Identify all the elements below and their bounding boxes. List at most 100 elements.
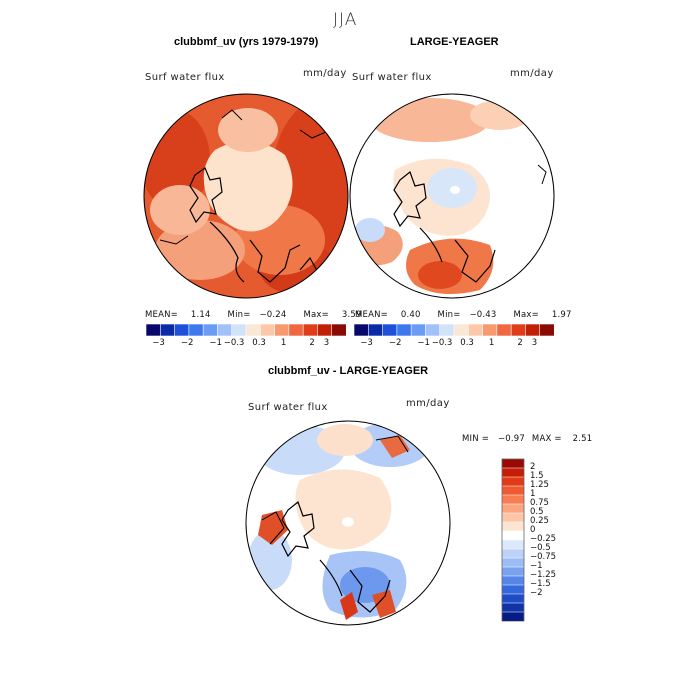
panel2-max: 1.97 xyxy=(551,310,572,320)
panel1-colorbar-swatch xyxy=(159,323,176,337)
panel3-colorbar-label: 1 xyxy=(530,489,536,499)
panel1-min-label: Min= xyxy=(227,310,251,320)
panel2-variable-label: Surf water flux xyxy=(352,72,432,83)
panel3-colorbar-swatch xyxy=(501,548,525,559)
panel3-stats: MIN = −0.97 MAX = 2.51 xyxy=(462,434,592,444)
panel2-colorbar-swatch xyxy=(367,323,384,337)
panel1-stats: MEAN= 1.14 Min= −0.24 Max= 3.59 xyxy=(145,310,362,320)
panel2-colorbar-swatch xyxy=(382,323,398,337)
panel2-min: −0.43 xyxy=(469,310,497,320)
panel2-colorbar xyxy=(353,323,555,337)
panel3-colorbar xyxy=(501,458,525,622)
panel1-mean-label: MEAN= xyxy=(145,310,178,320)
panel1-max: 3.59 xyxy=(341,310,362,320)
panel3-colorbar-label: −0.5 xyxy=(530,543,551,553)
panel3-colorbar-label: 0 xyxy=(530,525,536,535)
panel2-colorbar-tick: 3 xyxy=(531,338,538,348)
panel3-colorbar-swatch xyxy=(501,476,525,487)
panel3-colorbar-label: 1.5 xyxy=(530,471,544,481)
panel3-variable-label: Surf water flux xyxy=(248,402,328,413)
panel1-colorbar-tick: 2 xyxy=(309,338,315,348)
panel3-colorbar-swatch xyxy=(501,530,525,541)
panel1-colorbar-swatch xyxy=(288,323,304,337)
panel2-mean-label: MEAN= xyxy=(355,310,388,320)
panel1-colorbar-tick: −3 xyxy=(152,338,165,348)
panel3-colorbar-swatch xyxy=(501,512,525,523)
panel2-colorbar-swatch xyxy=(410,323,427,337)
panel3-colorbar-labels: 2 1.5 1.25 1 0.75 0.5 0.25 0 −0.25 −0.5 −0.75 −1 −1.… xyxy=(530,459,570,621)
panel1-colorbar-swatch xyxy=(245,323,261,337)
panel1-colorbar-swatch xyxy=(274,323,290,337)
panel2-colorbar-tick: 2 xyxy=(517,338,523,348)
panel3-colorbar-label: −1.5 xyxy=(530,579,551,589)
panel3-colorbar-label: 0.75 xyxy=(530,498,549,508)
panel3-min: −0.97 xyxy=(497,434,525,444)
panel1-colorbar-swatch xyxy=(217,323,233,337)
panel2-mean: 0.40 xyxy=(400,310,421,320)
panel3-colorbar-label: −1.25 xyxy=(530,570,557,580)
panel1-colorbar-swatch xyxy=(331,323,347,337)
panel2-stats: MEAN= 0.40 Min= −0.43 Max= 1.97 xyxy=(355,310,572,320)
panel1-colorbar-swatch xyxy=(188,323,204,337)
panel2-colorbar-tick: −2 xyxy=(388,338,402,348)
panel2-colorbar-swatch xyxy=(539,323,555,337)
panel2-colorbar-swatch xyxy=(425,323,441,337)
panel3-colorbar-label: −0.25 xyxy=(530,534,557,544)
panel2-title: LARGE-YEAGER xyxy=(410,36,499,48)
panel1-units-label: mm/day xyxy=(303,68,347,79)
panel3-colorbar-swatch xyxy=(501,467,525,478)
panel1-colorbar-swatch xyxy=(302,323,319,337)
panel1-colorbar-tick: −2 xyxy=(180,338,194,348)
panel3-units-label: mm/day xyxy=(406,398,450,409)
panel1-colorbar-tick: 3 xyxy=(323,338,330,348)
panel3-max-label: MAX = xyxy=(531,434,562,444)
panel3-colorbar-swatch xyxy=(501,494,525,505)
panel3-colorbar-swatch xyxy=(501,611,525,622)
panel1-title: clubbmf_uv (yrs 1979-1979) xyxy=(174,36,319,48)
panel2-colorbar-tick: 1 xyxy=(488,338,495,348)
panel1-colorbar-swatch xyxy=(202,323,219,337)
panel3-colorbar-swatch xyxy=(501,503,525,514)
panel2-colorbar-tick: −0.3 xyxy=(431,338,453,348)
panel1-max-label: Max= xyxy=(303,310,329,320)
panel1-min: −0.24 xyxy=(259,310,287,320)
panel2-units-label: mm/day xyxy=(510,68,554,79)
panel1-mean: 1.14 xyxy=(190,310,211,320)
panel2-colorbar-swatch xyxy=(353,323,369,337)
panel1-colorbar-swatch xyxy=(174,323,190,337)
panel2-colorbar-tick: 0.3 xyxy=(460,338,474,348)
panel3-colorbar-swatch xyxy=(501,557,525,568)
panel1-colorbar-swatch xyxy=(145,323,161,337)
panel2-colorbar-swatch xyxy=(439,323,455,337)
panel1-colorbar-swatch xyxy=(231,323,247,337)
panel3-colorbar-label: −0.75 xyxy=(530,552,557,562)
panel3-min-label: MIN = xyxy=(462,434,490,444)
panel3-colorbar-swatch xyxy=(501,575,525,586)
panel1-colorbar-tick: 0.3 xyxy=(252,338,266,348)
panel1-colorbar-tick: −0.3 xyxy=(223,338,245,348)
season-title: JJA xyxy=(333,10,358,30)
panel3-colorbar-label: 0.5 xyxy=(530,507,544,517)
panel3-colorbar-swatch xyxy=(501,566,525,577)
panel1-colorbar xyxy=(145,323,347,337)
panel2-colorbar-swatch xyxy=(482,323,498,337)
panel1-colorbar-tick: −1 xyxy=(209,338,222,348)
panel2-max-label: Max= xyxy=(513,310,539,320)
panel1-colorbar-ticks: −3 −2 −1 −0.3 0.3 1 2 3 xyxy=(146,338,346,350)
panel3-colorbar-frame xyxy=(501,458,525,622)
panel2-colorbar-swatch xyxy=(496,323,512,337)
panel1-colorbar-swatch xyxy=(259,323,276,337)
panel3-colorbar-swatch xyxy=(501,521,525,532)
panel3-colorbar-swatch xyxy=(501,458,525,469)
panel2-colorbar-swatch xyxy=(467,323,484,337)
panel3-colorbar-label: −2 xyxy=(530,588,543,598)
panel2-min-label: Min= xyxy=(437,310,461,320)
panel2-colorbar-swatch xyxy=(525,323,541,337)
panel1-colorbar-tick: 1 xyxy=(280,338,287,348)
panel3-colorbar-swatch xyxy=(501,539,525,550)
panel3-colorbar-label: 1.25 xyxy=(530,480,549,490)
